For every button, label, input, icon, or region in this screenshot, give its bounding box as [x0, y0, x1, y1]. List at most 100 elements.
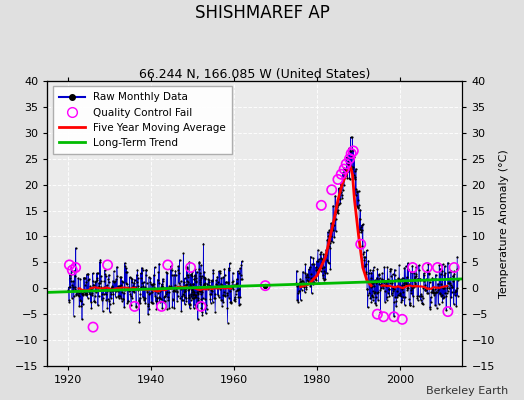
Point: [351, 176, 359, 182]
Point: [361, 263, 369, 270]
Point: [231, 294, 239, 300]
Point: [190, 290, 198, 297]
Point: [173, 288, 182, 294]
Point: [67, 270, 75, 277]
Point: [86, 283, 94, 289]
Point: [197, 303, 205, 310]
Point: [193, 290, 202, 297]
Point: [305, 279, 313, 285]
Point: [379, 285, 387, 291]
Point: [320, 277, 328, 283]
Point: [179, 297, 187, 303]
Point: [338, 195, 346, 201]
Point: [96, 256, 104, 263]
Point: [300, 280, 309, 286]
Point: [159, 284, 168, 291]
Point: [233, 276, 241, 282]
Point: [71, 272, 80, 279]
Point: [141, 295, 149, 302]
Point: [197, 296, 205, 302]
Point: [141, 272, 150, 278]
Point: [184, 279, 192, 286]
Point: [427, 294, 435, 300]
Point: [205, 283, 214, 290]
Point: [167, 272, 176, 278]
Point: [200, 284, 208, 290]
Point: [96, 280, 104, 286]
Point: [151, 292, 159, 299]
Point: [454, 277, 462, 284]
Point: [376, 309, 385, 315]
Point: [108, 283, 117, 289]
Point: [198, 289, 206, 295]
Point: [185, 294, 193, 300]
Point: [135, 319, 144, 326]
Point: [204, 282, 213, 288]
Point: [376, 275, 384, 282]
Point: [162, 290, 170, 297]
Point: [125, 286, 133, 292]
Point: [443, 288, 452, 294]
Point: [85, 289, 93, 296]
Point: [126, 274, 134, 280]
Point: [396, 293, 405, 300]
Point: [140, 284, 149, 290]
Point: [324, 233, 332, 240]
Point: [206, 296, 214, 302]
Point: [373, 266, 381, 272]
Point: [314, 247, 322, 253]
Point: [438, 292, 446, 298]
Point: [392, 298, 400, 304]
Point: [204, 286, 212, 292]
Point: [158, 305, 167, 311]
Point: [436, 290, 444, 296]
Point: [236, 265, 244, 272]
Point: [127, 275, 136, 281]
Point: [198, 312, 206, 318]
Point: [373, 274, 381, 281]
Point: [189, 288, 197, 294]
Point: [337, 181, 345, 188]
Point: [261, 282, 269, 289]
Point: [181, 282, 190, 288]
Point: [81, 282, 89, 288]
Point: [432, 276, 440, 283]
Point: [293, 290, 302, 296]
Point: [407, 268, 415, 275]
Point: [221, 279, 230, 286]
Point: [346, 148, 354, 154]
Point: [232, 280, 241, 287]
Point: [311, 274, 319, 280]
Point: [450, 271, 458, 277]
Point: [425, 306, 434, 312]
Point: [107, 284, 116, 290]
Point: [108, 288, 116, 294]
Point: [190, 276, 199, 282]
Point: [147, 280, 155, 287]
Point: [105, 271, 113, 278]
Point: [146, 289, 154, 296]
Point: [304, 266, 313, 272]
Point: [216, 286, 224, 293]
Point: [103, 262, 112, 268]
Point: [196, 269, 204, 276]
Point: [340, 182, 348, 188]
Point: [384, 277, 392, 284]
Point: [451, 287, 460, 294]
Point: [192, 278, 201, 284]
Point: [137, 284, 146, 290]
Point: [182, 266, 191, 272]
Point: [397, 276, 405, 282]
Point: [433, 264, 442, 271]
Point: [209, 266, 217, 273]
Point: [168, 304, 177, 310]
Point: [180, 289, 188, 295]
Point: [323, 257, 331, 263]
Point: [147, 299, 155, 306]
Point: [452, 303, 461, 309]
Point: [452, 286, 460, 293]
Point: [366, 280, 374, 286]
Point: [319, 271, 327, 278]
Point: [447, 289, 456, 296]
Point: [152, 294, 161, 301]
